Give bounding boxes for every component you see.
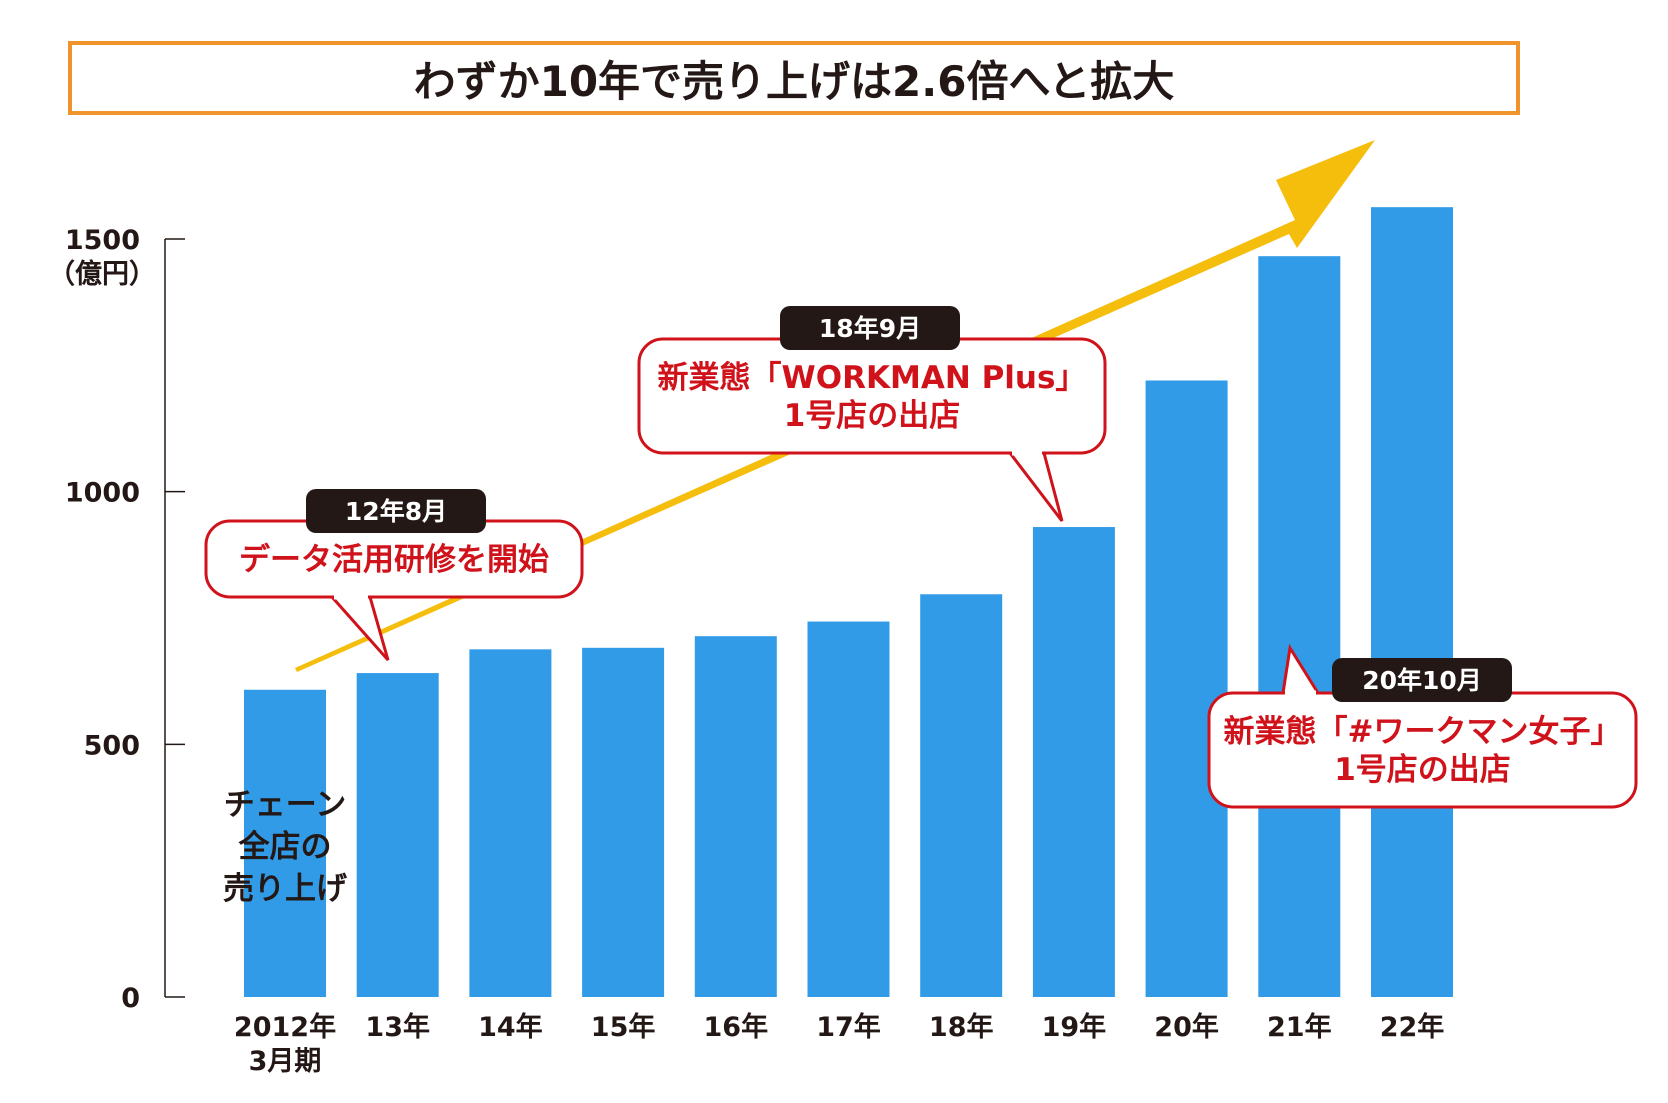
callout-date: 18年9月: [819, 314, 921, 343]
bar: [356, 673, 439, 997]
callout-box: [637, 337, 1107, 455]
callout-date: 20年10月: [1362, 666, 1482, 695]
x-tick-label: 14年: [478, 1011, 543, 1043]
bar: [244, 689, 326, 997]
bar: [1145, 380, 1228, 997]
x-tick-label: 18年: [929, 1011, 994, 1043]
callout-text: 新業態「#ワークマン女子」: [1224, 714, 1622, 750]
callout-date-badge: [1332, 658, 1512, 702]
bar-note-line: 全店の: [238, 829, 332, 865]
bar: [694, 636, 777, 997]
bar: [469, 649, 552, 997]
bar: [1371, 207, 1453, 997]
x-tick-label: 13年: [365, 1011, 430, 1043]
x-tick-label: 16年: [704, 1011, 769, 1043]
bar: [582, 647, 665, 997]
x-tick-label: 21年: [1267, 1011, 1332, 1043]
callout-text: データ活用研修を開始: [239, 542, 549, 578]
chart-title: わずか10年で売り上げは2.6倍へと拡大: [68, 41, 1520, 115]
y-tick-label: 1500: [65, 225, 140, 256]
bar: [1032, 527, 1115, 997]
bar-note-line: チェーン: [224, 787, 346, 823]
y-unit-label: （億円）: [48, 259, 156, 290]
callout-text: 1号店の出店: [784, 398, 961, 434]
callout-pointer: [1006, 451, 1064, 522]
callout-date-badge: [306, 489, 486, 533]
x-tick-label: 17年: [816, 1011, 881, 1043]
bar: [807, 621, 890, 997]
y-tick-label: 1000: [65, 478, 140, 509]
bar: [920, 594, 1003, 997]
x-tick-label: 19年: [1042, 1011, 1107, 1043]
x-tick-sublabel: 3月期: [249, 1046, 322, 1077]
callout-box: [1207, 691, 1638, 809]
x-tick-label: 20年: [1154, 1011, 1219, 1043]
x-tick-label: 2012年: [234, 1011, 336, 1043]
callout-text: 新業態「WORKMAN Plus」: [658, 360, 1087, 396]
bar-note-line: 売り上げ: [223, 871, 348, 907]
callout-date: 12年8月: [345, 497, 447, 526]
y-tick-label: 0: [121, 983, 140, 1014]
x-tick-label: 15年: [591, 1011, 656, 1043]
bar: [1258, 256, 1341, 997]
callout-text: 1号店の出店: [1334, 752, 1511, 788]
x-tick-label: 22年: [1380, 1011, 1445, 1043]
y-tick-label: 500: [84, 730, 140, 761]
callout-date-badge: [780, 306, 960, 350]
